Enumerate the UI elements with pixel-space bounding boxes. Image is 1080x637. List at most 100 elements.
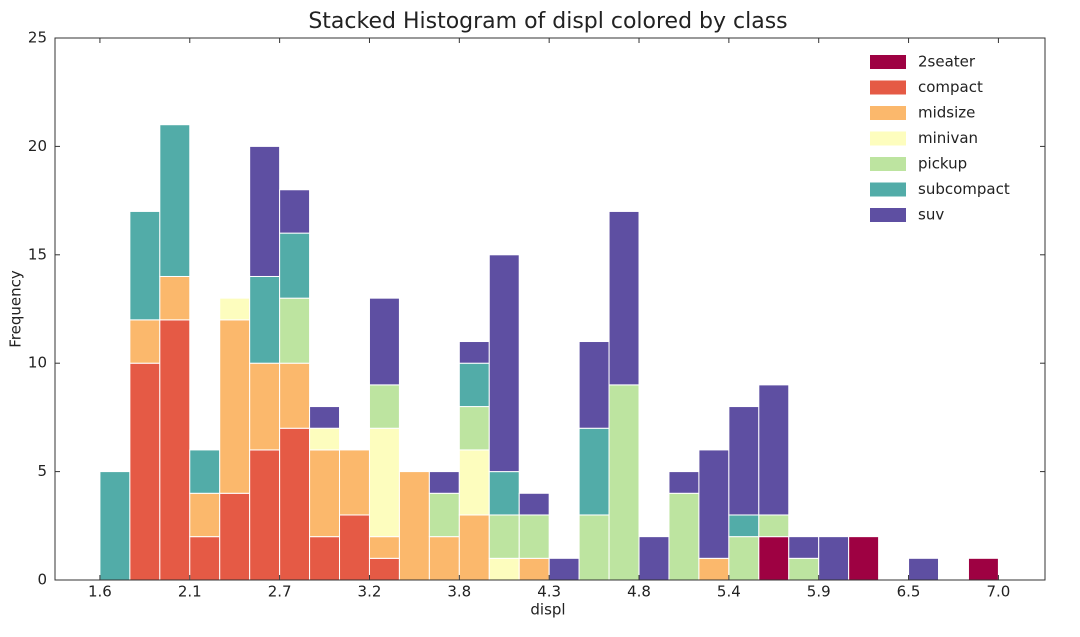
bar-segment	[728, 514, 760, 538]
chart-title: Stacked Histogram of displ colored by cl…	[308, 9, 787, 34]
bar-segment	[339, 514, 370, 581]
legend-swatch	[870, 106, 906, 120]
x-tick-label: 2.7	[268, 583, 292, 601]
bar-segment	[368, 557, 400, 581]
legend-swatch	[870, 80, 906, 95]
x-tick-label: 6.5	[897, 583, 921, 601]
legend-label: midsize	[918, 104, 975, 122]
bar-segment	[129, 319, 161, 364]
bar-segment	[578, 514, 610, 581]
bar-segment	[518, 492, 550, 516]
bar-segment	[398, 471, 430, 581]
y-tick-label: 0	[37, 571, 47, 589]
bar-segment	[428, 471, 460, 494]
y-tick-label: 10	[28, 354, 47, 372]
x-tick-label: 3.2	[358, 583, 382, 601]
bar-segment	[488, 254, 520, 473]
legend-swatch	[870, 182, 906, 197]
x-tick-label: 3.8	[447, 583, 471, 601]
bar-segment	[458, 406, 490, 451]
bar-segment	[578, 427, 610, 516]
bar-segment	[428, 536, 460, 581]
bar-segment	[668, 492, 700, 581]
bar-segment	[368, 536, 400, 559]
x-tick-label: 4.3	[537, 583, 561, 601]
bar-segment	[488, 471, 520, 516]
legend-swatch	[870, 157, 906, 171]
bar-segment	[368, 427, 400, 538]
bar-segment	[339, 449, 370, 516]
bar-segment	[368, 297, 400, 386]
legend-label: compact	[918, 78, 983, 96]
bar-segment	[428, 492, 460, 538]
x-tick-label: 1.6	[88, 583, 112, 601]
bar-segment	[368, 384, 400, 429]
bar-segment	[488, 557, 520, 581]
bar-segment	[219, 319, 251, 494]
bar-segment	[518, 514, 550, 559]
x-tick-label: 5.4	[717, 583, 741, 601]
bar-segment	[279, 189, 311, 234]
bar-segment	[458, 449, 490, 516]
bar-segment	[698, 557, 730, 581]
bar-segment	[788, 557, 820, 581]
bar-segment	[728, 536, 760, 581]
bar-segment	[189, 449, 221, 494]
bar-segment	[129, 210, 161, 321]
bar-segment	[668, 471, 700, 494]
y-tick-label: 20	[28, 137, 47, 155]
bar-segment	[578, 341, 610, 429]
bar-segment	[788, 536, 820, 559]
bar-segment	[279, 232, 311, 299]
bar-segment	[159, 319, 191, 581]
bar-segment	[638, 536, 670, 581]
legend-label: suv	[918, 206, 944, 224]
bar-segment	[99, 471, 131, 581]
bar-segment	[458, 341, 490, 364]
bar-segment	[309, 406, 341, 429]
legend-swatch	[870, 55, 906, 69]
bar-segment	[698, 449, 730, 559]
x-tick-label: 2.1	[178, 583, 202, 601]
bar-segment	[758, 384, 790, 516]
legend-label: pickup	[918, 155, 967, 173]
bar-segment	[249, 275, 281, 364]
legend-label: minivan	[918, 129, 978, 147]
bar-segment	[309, 449, 341, 538]
legend-label: subcompact	[918, 180, 1010, 198]
bar-segment	[249, 145, 281, 277]
x-tick-label: 5.9	[807, 583, 831, 601]
legend-swatch	[870, 131, 906, 146]
bar-segment	[848, 536, 880, 581]
plot-frame	[54, 37, 1046, 581]
bar-segment	[249, 449, 281, 581]
bar-segment	[189, 536, 221, 581]
bar-segment	[129, 362, 161, 581]
bar-segment	[548, 557, 580, 581]
bar-segment	[488, 514, 520, 559]
legend-label: 2seater	[918, 53, 976, 71]
bar-segment	[309, 427, 341, 451]
bar-segment	[159, 124, 191, 277]
bar-segment	[758, 536, 790, 581]
y-axis-label: Frequency	[7, 270, 25, 348]
bar-segment	[159, 275, 191, 321]
bar-segment	[249, 362, 281, 451]
bar-segment	[518, 557, 550, 581]
bar-segment	[189, 492, 221, 538]
bar-segment	[219, 297, 251, 321]
bar-segment	[458, 362, 490, 408]
bar-segment	[908, 557, 940, 581]
bar-segment	[608, 384, 640, 581]
bar-segment	[279, 427, 311, 581]
x-axis-label: displ	[530, 601, 565, 619]
bar-segment	[219, 492, 251, 581]
x-tick-label: 4.8	[627, 583, 651, 601]
y-tick-label: 5	[37, 462, 47, 480]
y-tick-label: 15	[28, 245, 47, 263]
bar-segment	[728, 406, 760, 516]
bar-segment	[818, 536, 850, 581]
legend-swatch	[870, 208, 906, 222]
x-tick-label: 7.0	[986, 583, 1010, 601]
